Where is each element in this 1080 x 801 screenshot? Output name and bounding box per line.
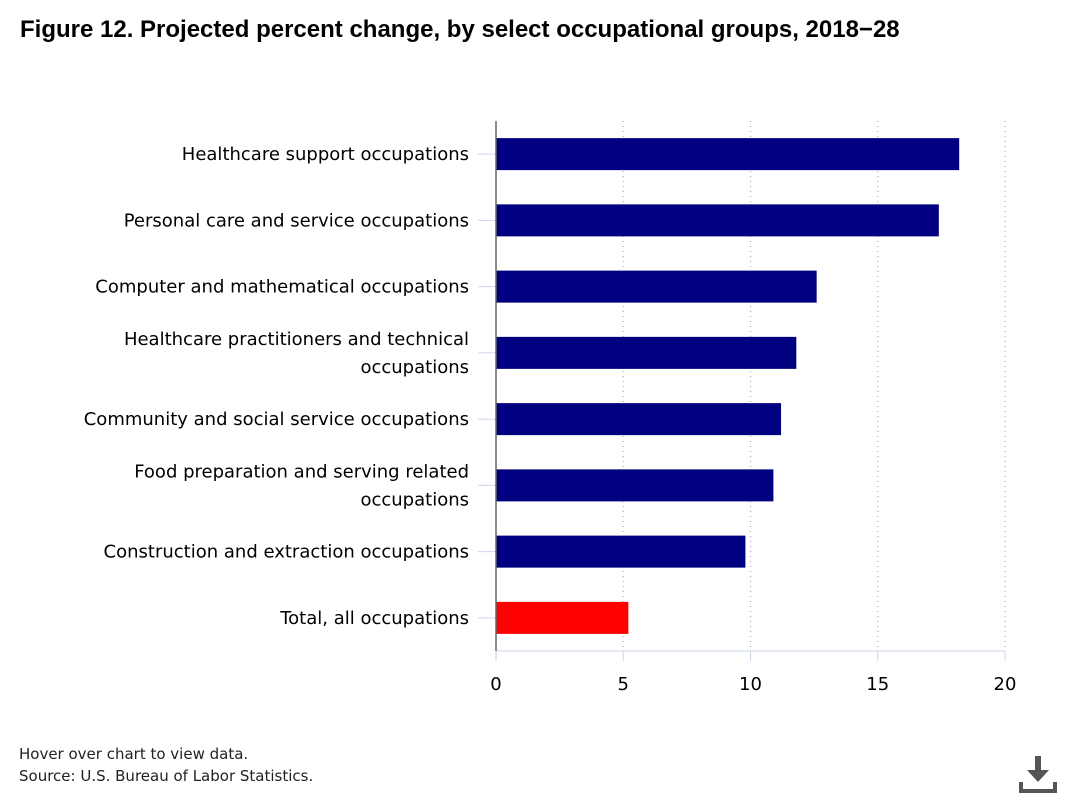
bar[interactable]: Community and social service occupations… (496, 403, 782, 436)
x-tick-label: 0 (490, 674, 501, 695)
x-tick-label: 10 (739, 674, 762, 695)
source-note: Source: U.S. Bureau of Labor Statistics. (19, 767, 314, 785)
category-label: Total, all occupations (279, 608, 469, 629)
category-label: Community and social service occupations (84, 409, 469, 430)
hover-note: Hover over chart to view data. (19, 745, 249, 763)
bar[interactable]: Healthcare support occupations: 18.2 (496, 138, 960, 171)
category-label: occupations (360, 357, 469, 378)
bar[interactable]: Construction and extraction occupations:… (496, 535, 746, 568)
category-label: occupations (360, 489, 469, 510)
category-label: Personal care and service occupations (124, 210, 469, 231)
category-label: Healthcare support occupations (182, 144, 469, 165)
download-icon[interactable] (1018, 754, 1058, 794)
bar[interactable]: Personal care and service occupations: 1… (496, 204, 939, 237)
category-label: Healthcare practitioners and technical (124, 329, 469, 350)
bar[interactable]: Food preparation and serving related occ… (496, 469, 774, 502)
bar[interactable]: Healthcare practitioners and technical o… (496, 336, 797, 369)
chart-title: Figure 12. Projected percent change, by … (20, 16, 900, 43)
x-tick-label: 15 (866, 674, 889, 695)
download-arrow-icon (1019, 756, 1057, 793)
category-label: Computer and mathematical occupations (95, 277, 469, 298)
x-tick-label: 20 (994, 674, 1017, 695)
category-label: Construction and extraction occupations (104, 542, 469, 563)
x-tick-label: 5 (618, 674, 629, 695)
bar[interactable]: Computer and mathematical occupations: 1… (496, 270, 817, 303)
bar[interactable]: Total, all occupations: 5.2 (496, 601, 629, 634)
category-label: Food preparation and serving related (134, 461, 469, 482)
